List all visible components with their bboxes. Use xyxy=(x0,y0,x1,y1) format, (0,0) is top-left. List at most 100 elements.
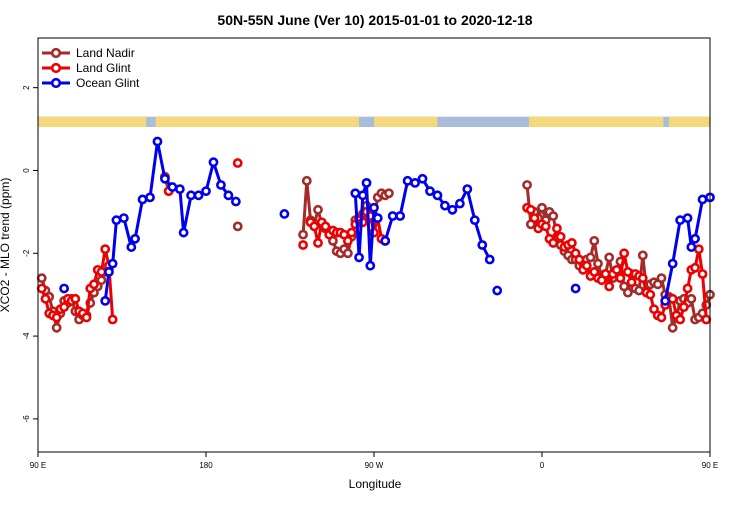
data-point-ocean-glint xyxy=(223,190,234,201)
data-point-ocean-glint xyxy=(462,184,473,195)
data-point-land-nadir xyxy=(637,250,648,261)
data-point-land-nadir xyxy=(36,273,47,284)
data-point-ocean-glint xyxy=(365,260,376,271)
data-point-ocean-glint xyxy=(372,213,383,223)
legend-marker xyxy=(50,77,62,89)
data-point-land-nadir xyxy=(537,202,547,213)
data-point-ocean-glint xyxy=(186,190,196,201)
legend-label: Ocean Glint xyxy=(76,76,140,90)
data-point-ocean-glint xyxy=(492,285,503,296)
data-point-land-nadir xyxy=(589,235,600,246)
legend-marker xyxy=(50,62,62,74)
data-point-land-nadir xyxy=(686,293,697,304)
data-point-ocean-glint xyxy=(107,258,118,269)
data-point-land-nadir xyxy=(384,188,394,199)
data-point-land-glint xyxy=(89,279,99,290)
data-point-land-nadir xyxy=(656,273,667,284)
data-point-ocean-glint xyxy=(697,194,708,205)
data-point-land-glint xyxy=(313,238,323,248)
data-point-land-glint xyxy=(548,238,559,248)
data-point-land-glint xyxy=(232,158,243,168)
x-axis: 90 E 180 90 W 0 90 E xyxy=(30,452,718,470)
data-point-ocean-glint xyxy=(660,295,671,306)
data-point-ocean-glint xyxy=(145,192,155,203)
data-point-land-glint xyxy=(51,312,62,323)
x-tick-label: 90 W xyxy=(365,461,384,470)
y-tick-label: -6 xyxy=(22,415,31,423)
data-point-land-glint xyxy=(70,293,81,304)
data-point-land-glint xyxy=(525,204,536,215)
data-point-land-glint xyxy=(604,281,615,292)
data-point-ocean-glint xyxy=(454,198,465,209)
data-point-ocean-glint xyxy=(410,177,420,188)
data-point-ocean-glint xyxy=(350,188,361,199)
data-point-ocean-glint xyxy=(178,227,189,238)
data-point-land-glint xyxy=(566,238,577,248)
data-point-ocean-glint xyxy=(675,215,686,226)
data-point-land-glint xyxy=(342,235,353,246)
land-span xyxy=(374,116,438,128)
data-point-ocean-glint xyxy=(417,173,428,184)
plot-area xyxy=(36,136,715,333)
data-point-ocean-glint xyxy=(690,233,700,244)
data-point-ocean-glint xyxy=(477,240,488,250)
data-point-land-glint xyxy=(611,264,622,275)
data-point-land-glint xyxy=(36,283,47,294)
data-point-land-glint xyxy=(59,302,70,312)
y-tick-label: -2 xyxy=(22,249,31,257)
data-point-land-nadir xyxy=(232,221,243,232)
legend-label: Land Glint xyxy=(76,61,131,75)
data-point-land-glint xyxy=(667,293,678,304)
data-point-land-nadir xyxy=(548,211,559,221)
data-point-ocean-glint xyxy=(174,184,185,195)
data-point-ocean-glint xyxy=(59,283,70,294)
data-point-land-glint xyxy=(675,314,686,325)
series-ocean-glint xyxy=(59,136,715,306)
data-point-ocean-glint xyxy=(357,190,368,201)
x-tick-label: 180 xyxy=(199,461,213,470)
legend-item-ocean-glint: Ocean Glint xyxy=(42,76,140,90)
data-point-land-nadir xyxy=(313,204,323,215)
data-point-land-nadir xyxy=(593,258,603,269)
data-point-ocean-glint xyxy=(137,194,148,205)
x-tick-label: 90 E xyxy=(30,461,46,470)
data-point-ocean-glint xyxy=(440,200,450,211)
data-point-land-glint xyxy=(320,221,331,232)
data-point-ocean-glint xyxy=(369,202,379,213)
data-point-land-glint xyxy=(309,221,320,232)
data-point-ocean-glint xyxy=(447,204,458,215)
data-point-land-glint xyxy=(81,312,92,323)
data-point-ocean-glint xyxy=(570,283,581,294)
data-point-land-glint xyxy=(637,273,648,284)
data-point-land-glint xyxy=(100,244,111,255)
data-point-land-glint xyxy=(555,231,566,242)
data-point-land-glint xyxy=(96,267,107,277)
data-point-land-nadir xyxy=(585,252,596,263)
data-point-ocean-glint xyxy=(402,175,413,186)
series-line-ocean-glint xyxy=(663,195,711,302)
y-tick-label: 0 xyxy=(22,168,31,173)
data-point-ocean-glint xyxy=(279,209,290,219)
data-point-land-glint xyxy=(619,248,630,259)
data-point-land-glint xyxy=(615,273,626,284)
data-point-ocean-glint xyxy=(230,196,241,207)
y-tick-label: 2 xyxy=(22,85,31,90)
data-point-ocean-glint xyxy=(395,211,406,221)
y-axis: 2 0 -2 -4 -6 xyxy=(22,85,38,423)
data-point-land-glint xyxy=(40,293,51,304)
data-point-ocean-glint xyxy=(100,295,111,306)
data-point-ocean-glint xyxy=(682,213,693,223)
data-point-ocean-glint xyxy=(469,215,480,226)
data-point-land-glint xyxy=(693,244,704,255)
data-point-ocean-glint xyxy=(152,136,163,147)
data-point-land-glint xyxy=(682,283,693,294)
data-point-land-glint xyxy=(346,227,357,238)
data-point-ocean-glint xyxy=(425,186,435,197)
legend-item-land-glint: Land Glint xyxy=(42,61,131,75)
data-point-ocean-glint xyxy=(208,157,219,168)
data-point-ocean-glint xyxy=(380,235,391,246)
data-point-land-glint xyxy=(678,302,689,312)
legend-label: Land Nadir xyxy=(76,46,135,60)
